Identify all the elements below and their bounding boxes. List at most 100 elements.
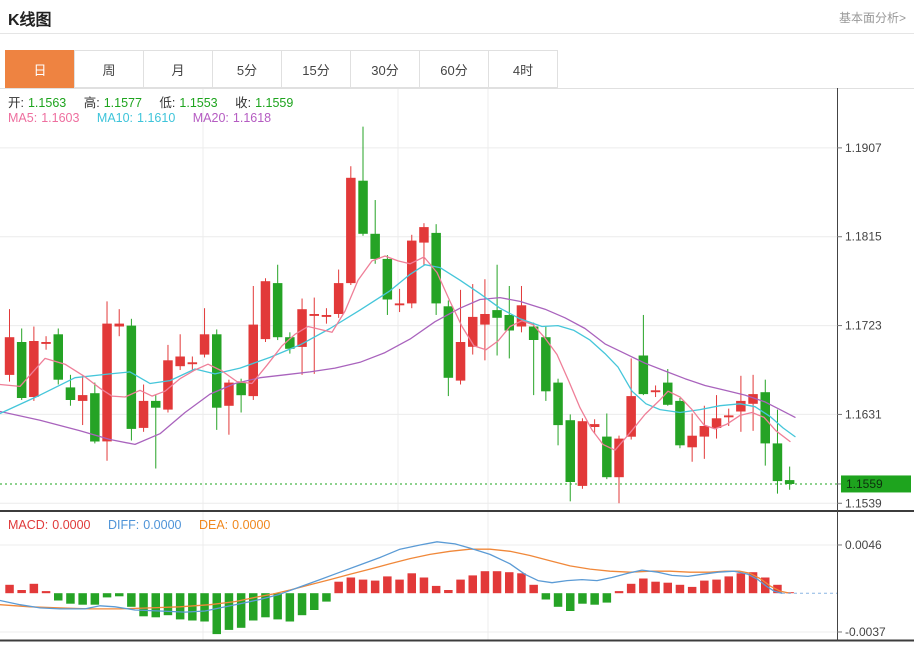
candle-body [102,323,112,442]
candle-body [114,323,124,327]
candle-body [370,233,380,259]
macd-bar [163,593,173,616]
tab-15min[interactable]: 15分 [281,50,351,88]
tab-week[interactable]: 周 [74,50,144,88]
tab-60min[interactable]: 60分 [419,50,489,88]
macd-legend: MACD: 0.0000 DIFF: 0.0000 DEA: 0.0000 [8,518,274,532]
macd-bar [261,593,270,618]
candle-body [553,382,563,426]
macd-bar [517,573,526,594]
macd-lines [0,541,837,613]
candle-body [272,283,283,338]
low-value: 1.1553 [179,96,218,110]
macd-bar [566,593,575,611]
macd-bar [322,593,331,602]
macd-bar [663,582,672,594]
candle-body [748,394,758,404]
macd-bar [736,573,746,594]
candle-body [248,324,258,397]
close-label: 收: [235,96,252,110]
candle-body [53,334,63,380]
candle-body [151,400,161,408]
macd-bar [431,585,441,594]
price-tick-label: 1.1815 [845,230,882,244]
macd-bar [553,593,563,607]
price-tick-label: 1.1539 [845,496,882,510]
candle-body [443,306,454,378]
price-tick-label: 1.1907 [845,141,882,155]
macd-bar [529,584,538,594]
candle-body [65,387,76,400]
fundamental-analysis-link[interactable]: 基本面分析> [838,11,906,25]
macd-bar [700,580,709,594]
macd-bar [273,593,282,620]
candle-body [626,396,636,437]
macd-bar [407,573,416,594]
macd-bar [456,579,465,594]
macd-bar [139,593,148,617]
candle-body [224,382,234,406]
macd-bar [334,581,343,594]
high-value: 1.1577 [103,96,142,110]
candle-body [187,362,198,365]
candle-body [419,227,429,243]
macd-bar [773,584,782,594]
macd-bar [395,579,404,594]
candle-body [346,177,356,284]
candle-body [589,424,600,427]
macd-bar [236,593,246,628]
candle-body [163,360,173,410]
candle-body [309,314,319,316]
macd-bar [639,578,648,594]
candle-body [285,337,295,349]
candle-body [126,325,137,429]
current-price-label: 1.1559 [846,477,883,491]
candle-body [565,420,575,482]
candle-body [236,382,246,396]
price-tick-label: 1.1631 [845,407,882,421]
macd-tick-label: -0.0037 [845,625,886,639]
candle-body [541,337,551,392]
macd-bar [444,590,453,594]
dea-value: 0.0000 [232,518,271,532]
macd-bar [310,593,319,610]
candle-body [711,418,722,428]
low-label: 低: [159,96,176,110]
candle-body [41,342,51,344]
ohlc-legend: 开: 1.1563 高: 1.1577 低: 1.1553 收: 1.1559 [8,92,297,111]
candle-body [260,281,271,340]
tab-day[interactable]: 日 [5,50,75,88]
candle-body [492,310,502,318]
kline-macd-chart[interactable]: 1.1907 1.1815 1.1723 1.1631 1.1539 1.1559 0.00… [0,88,914,647]
tab-month[interactable]: 月 [143,50,213,88]
macd-bar [468,575,477,594]
candle-body [407,240,417,304]
close-value: 1.1559 [255,96,294,110]
panel-borders [0,88,914,642]
candle-body [614,438,624,478]
candle-body [638,355,649,395]
tab-4hour[interactable]: 4时 [488,50,558,88]
macd-bar [505,572,514,594]
macd-bar [370,580,380,594]
price-axis: 1.1907 1.1815 1.1723 1.1631 1.1539 1.1559 0.00… [837,141,911,639]
candle-body [528,326,539,340]
macd-bar [480,571,490,594]
current-price-badge [841,475,911,493]
candle-body [394,303,405,306]
macd-histogram [5,571,794,635]
tab-5min[interactable]: 5分 [212,50,282,88]
macd-bar [285,593,295,622]
ma5-value: 1.1603 [41,111,80,125]
tab-30min[interactable]: 30分 [350,50,420,88]
candle-body [663,382,673,405]
candle-body [29,341,39,397]
candle-body [468,316,478,347]
candle-body [577,421,588,486]
macd-bar [602,593,612,603]
candle-body [4,337,15,375]
macd-bar [383,576,392,594]
candle-body [77,395,88,401]
candle-body [772,443,783,482]
